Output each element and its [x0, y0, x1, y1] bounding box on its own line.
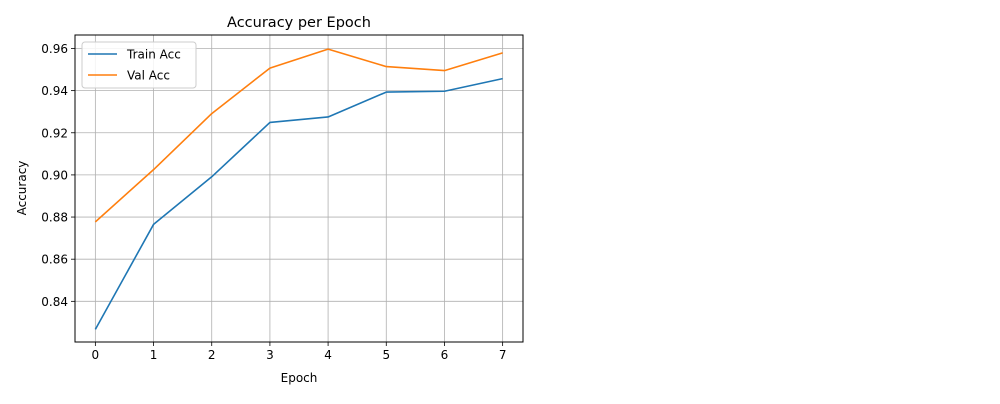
legend-label-val-acc: Val Acc — [127, 69, 170, 83]
x-tick-label: 6 — [441, 348, 449, 362]
ticks-layer: 0 1 2 3 4 5 6 7 0.84 0.86 0.88 0.90 0.92 0.94 0.96 — [41, 42, 506, 362]
legend: Train Acc Val Acc — [81, 41, 197, 89]
chart-title: Accuracy per Epoch — [227, 15, 371, 31]
x-tick-label: 2 — [208, 348, 216, 362]
y-tick-label: 0.86 — [41, 253, 68, 267]
x-tick-label: 5 — [382, 348, 390, 362]
x-tick-label: 3 — [266, 348, 274, 362]
x-tick-label: 7 — [499, 348, 507, 362]
y-tick-label: 0.92 — [41, 126, 68, 140]
y-tick-label: 0.84 — [41, 295, 68, 309]
y-tick-label: 0.90 — [41, 168, 68, 182]
y-tick-label: 0.96 — [41, 42, 68, 56]
series-line-val-acc — [94, 48, 503, 223]
lines-layer — [94, 48, 503, 330]
y-tick-label: 0.88 — [41, 211, 68, 225]
y-axis-label: Accuracy — [15, 161, 29, 216]
legend-label-train-acc: Train Acc — [126, 48, 181, 62]
x-axis-label: Epoch — [281, 371, 318, 385]
plot-frame — [74, 34, 524, 343]
x-tick-label: 1 — [150, 348, 158, 362]
x-tick-label: 4 — [324, 348, 332, 362]
series-line-train-acc — [94, 77, 503, 330]
x-tick-label: 0 — [92, 348, 100, 362]
y-tick-label: 0.94 — [41, 84, 68, 98]
